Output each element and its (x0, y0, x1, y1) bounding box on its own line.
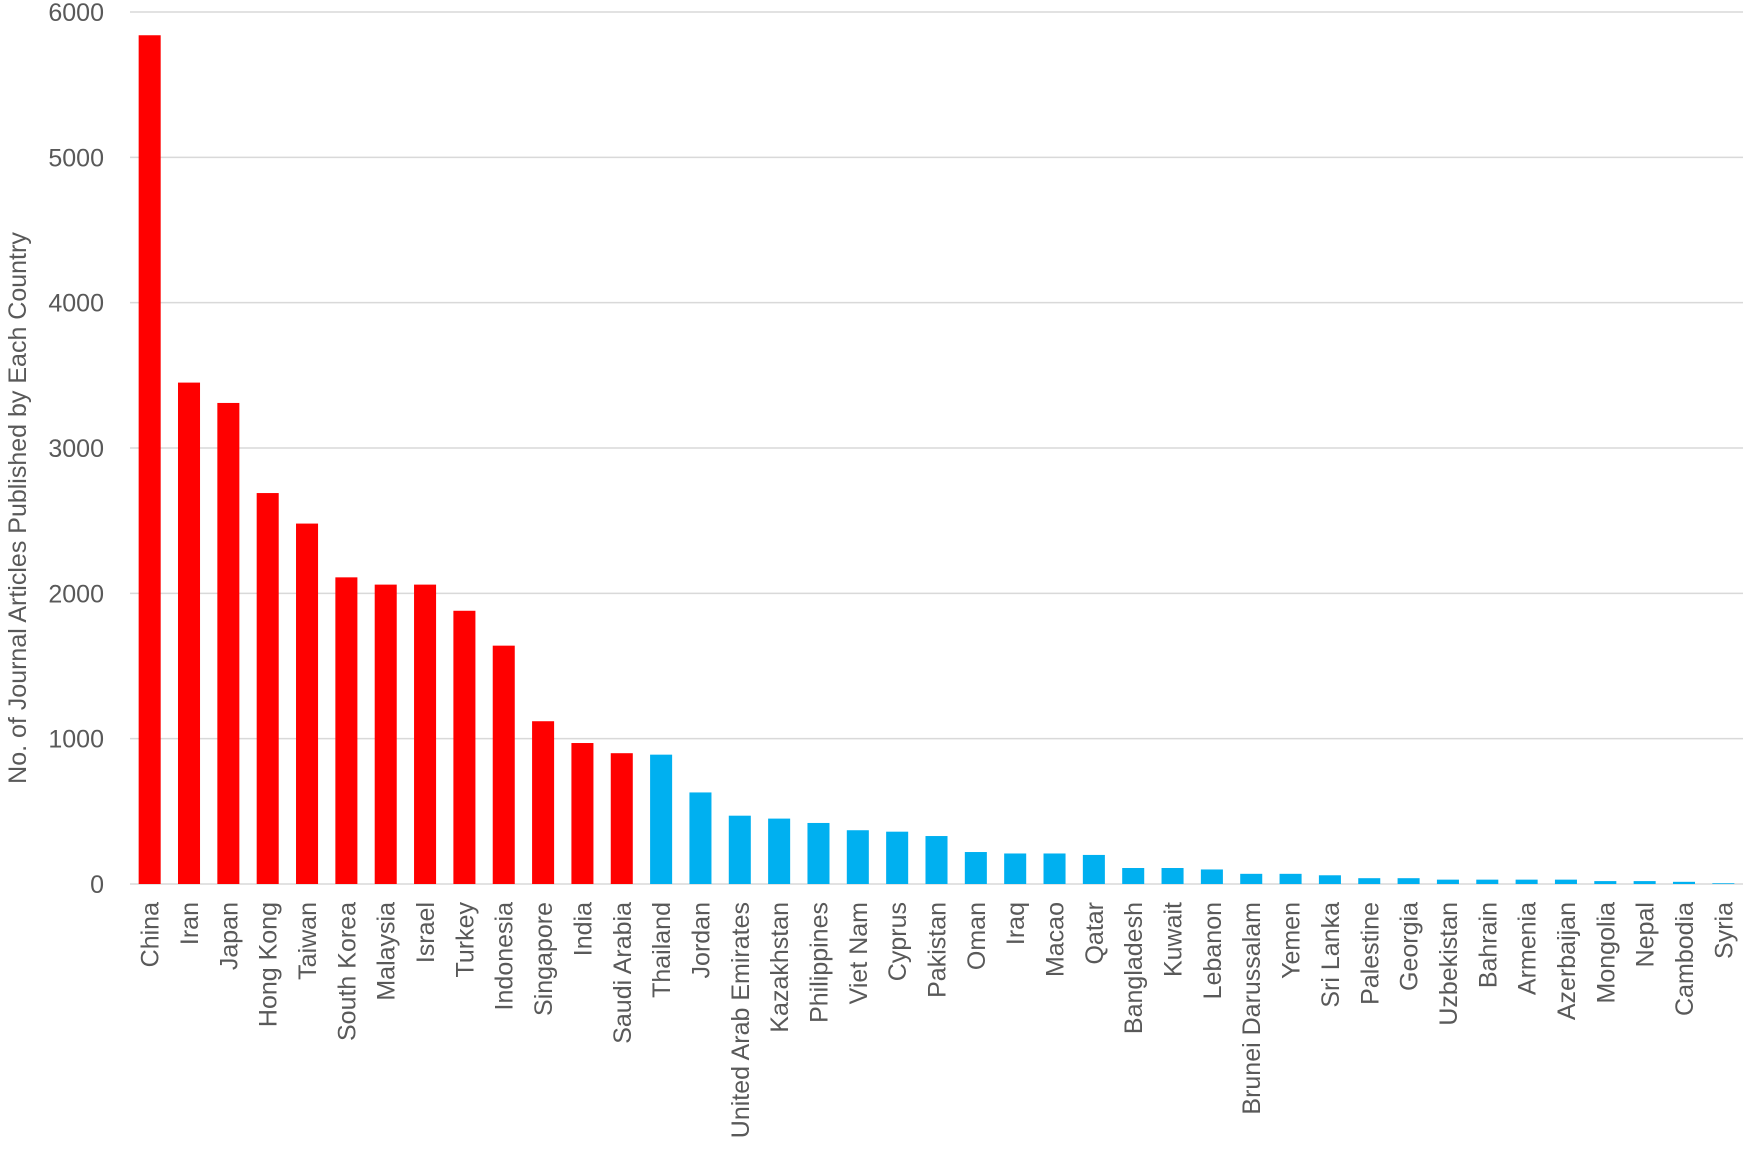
x-category-label: Bahrain (1474, 902, 1502, 988)
bar-yemen (1279, 873, 1302, 884)
bar-india (571, 743, 594, 884)
x-category-label: South Korea (333, 902, 361, 1041)
x-category-label: Cambodia (1671, 902, 1699, 1016)
bar-macao (1043, 853, 1066, 884)
x-category-label: Macao (1042, 902, 1070, 977)
x-category-label: Jordan (687, 902, 715, 978)
x-category-label: Viet Nam (845, 902, 873, 1004)
x-category-label: Bangladesh (1120, 902, 1148, 1034)
bar-syria (1712, 883, 1735, 884)
bar-uzbekistan (1436, 879, 1459, 884)
x-category-label: Brunei Darussalam (1238, 902, 1266, 1115)
bar-iran (177, 382, 201, 884)
x-category-label: Kuwait (1160, 902, 1188, 977)
bar-sri-lanka (1318, 875, 1341, 884)
bar-israel (414, 584, 437, 884)
bar-malaysia (374, 584, 397, 884)
x-category-label: Mongolia (1592, 902, 1620, 1004)
bar-singapore (532, 721, 555, 884)
x-category-label: United Arab Emirates (727, 902, 755, 1138)
bar-turkey (453, 610, 476, 884)
bar-kazakhstan (768, 818, 791, 884)
bar-bahrain (1476, 879, 1499, 884)
bar-georgia (1397, 878, 1420, 884)
x-category-label: Yemen (1278, 902, 1306, 979)
bar-philippines (807, 822, 830, 884)
x-category-label: Taiwan (294, 902, 322, 980)
y-tick-label: 0 (90, 871, 104, 899)
x-category-label: Japan (215, 902, 243, 970)
bar-united-arab-emirates (728, 815, 751, 884)
bar-saudi-arabia (610, 753, 633, 884)
x-category-label: Philippines (805, 902, 833, 1023)
bar-taiwan (296, 523, 319, 884)
x-category-label: Oman (963, 902, 991, 970)
x-category-label: Qatar (1081, 902, 1109, 965)
bars (138, 35, 1735, 884)
x-category-label: Cyprus (884, 902, 912, 981)
bar-hong-kong (256, 493, 279, 884)
x-axis-labels: China Iran Japan Hong Kong Taiwan South Korea… (137, 902, 1739, 1139)
x-category-label: Iran (176, 902, 204, 945)
x-category-label: Iraq (1002, 902, 1030, 945)
x-category-label: Georgia (1396, 902, 1424, 991)
y-tick-label: 4000 (48, 290, 104, 318)
y-axis-title: No. of Journal Articles Published by Eac… (4, 232, 32, 784)
bar-brunei-darussalam (1240, 873, 1263, 884)
bar-cyprus (886, 831, 909, 884)
bar-armenia (1515, 879, 1538, 884)
x-category-label: India (569, 902, 597, 956)
x-category-label: Turkey (451, 902, 479, 978)
bar-indonesia (492, 645, 515, 884)
x-category-label: Uzbekistan (1435, 902, 1463, 1026)
y-tick-label: 2000 (48, 580, 104, 608)
x-category-label: Pakistan (924, 902, 952, 998)
bar-japan (217, 402, 240, 884)
bar-cambodia (1672, 881, 1696, 884)
bar-palestine (1358, 878, 1381, 884)
bar-jordan (689, 792, 712, 884)
x-category-label: Saudi Arabia (609, 902, 637, 1044)
x-category-label: Hong Kong (255, 902, 283, 1027)
bar-china (138, 35, 161, 884)
bar-oman (964, 852, 987, 884)
x-category-label: Palestine (1356, 902, 1384, 1005)
x-category-label: Sri Lanka (1317, 902, 1345, 1008)
bar-iraq (1004, 853, 1027, 884)
gridlines (130, 11, 1743, 885)
x-category-label: Indonesia (491, 902, 519, 1011)
x-category-label: Nepal (1632, 902, 1660, 967)
x-category-label: Malaysia (373, 902, 401, 1001)
x-category-label: Armenia (1514, 902, 1542, 995)
y-tick-label: 6000 (48, 0, 104, 27)
y-tick-label: 3000 (48, 435, 104, 463)
x-category-label: Israel (412, 902, 440, 963)
bar-nepal (1633, 881, 1656, 884)
bar-kuwait (1161, 868, 1184, 884)
x-category-label: Singapore (530, 902, 558, 1016)
bar-qatar (1082, 854, 1105, 884)
bar-pakistan (925, 836, 948, 884)
x-category-label: Kazakhstan (766, 902, 794, 1033)
y-tick-label: 5000 (48, 144, 104, 172)
bar-south-korea (335, 577, 358, 884)
x-category-label: China (137, 902, 165, 967)
bar-azerbaijan (1554, 879, 1577, 884)
bar-mongolia (1594, 881, 1617, 884)
x-category-label: Thailand (648, 902, 676, 998)
x-category-label: Azerbaijan (1553, 902, 1581, 1020)
bar-thailand (650, 754, 673, 884)
bar-lebanon (1200, 869, 1223, 884)
y-axis-ticks: 0 1000 2000 3000 4000 5000 6000 (48, 0, 104, 899)
y-tick-label: 1000 (48, 726, 104, 754)
bar-bangladesh (1122, 868, 1145, 884)
bar-viet-nam (846, 830, 869, 884)
x-category-label: Lebanon (1199, 902, 1227, 999)
x-category-label: Syria (1710, 902, 1738, 959)
